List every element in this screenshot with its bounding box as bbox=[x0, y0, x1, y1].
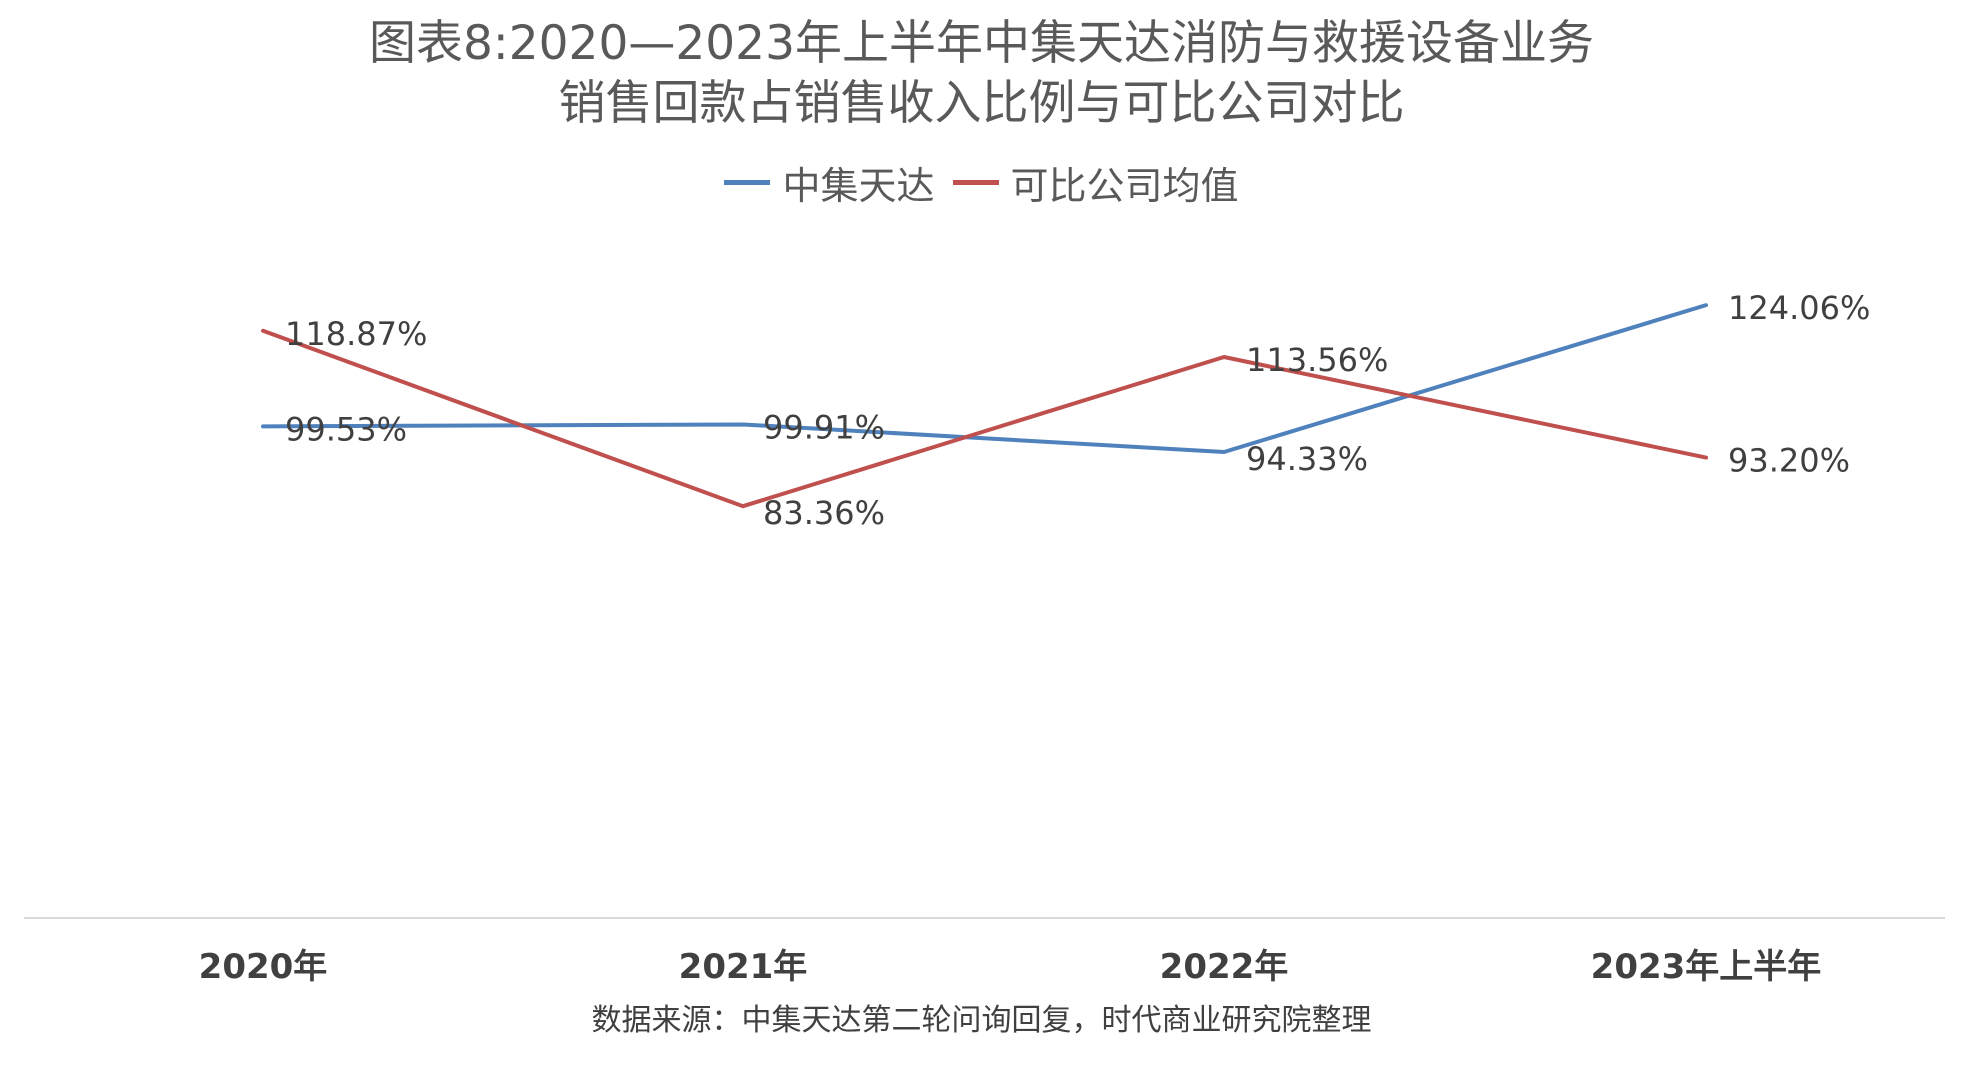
legend-swatch-series-2 bbox=[952, 180, 999, 185]
legend-swatch-series-1 bbox=[724, 180, 771, 185]
data-label: 113.56% bbox=[1246, 341, 1388, 379]
data-label: 94.33% bbox=[1246, 440, 1368, 478]
data-label: 118.87% bbox=[285, 315, 427, 353]
data-label: 99.53% bbox=[285, 410, 407, 448]
legend-item-series-2: 可比公司均值 bbox=[952, 155, 1239, 210]
data-label: 83.36% bbox=[763, 494, 885, 532]
chart-title-line-2: 销售回款占销售收入比例与可比公司对比 bbox=[558, 76, 1405, 131]
legend-label-series-1: 中集天达 bbox=[782, 164, 935, 208]
x-tick-label: 2020年 bbox=[199, 947, 328, 987]
source-note: 数据来源：中集天达第二轮问询回复，时代商业研究院整理 bbox=[591, 1003, 1372, 1038]
legend-item-series-1: 中集天达 bbox=[724, 155, 935, 210]
x-tick-label: 2023年上半年 bbox=[1591, 947, 1822, 987]
series-line-2 bbox=[261, 328, 1708, 509]
series-line-1 bbox=[261, 303, 1708, 455]
data-label: 124.06% bbox=[1728, 289, 1870, 327]
data-label: 99.91% bbox=[763, 408, 885, 446]
data-label: 93.20% bbox=[1728, 442, 1850, 480]
x-tick-label: 2022年 bbox=[1160, 947, 1289, 987]
chart-legend: 中集天达 可比公司均值 bbox=[0, 155, 1963, 210]
legend-label-series-2: 可比公司均值 bbox=[1010, 164, 1239, 208]
x-tick-label: 2021年 bbox=[679, 947, 808, 987]
chart-title-line-1: 图表8:2020—2023年上半年中集天达消防与救援设备业务 bbox=[369, 16, 1594, 71]
